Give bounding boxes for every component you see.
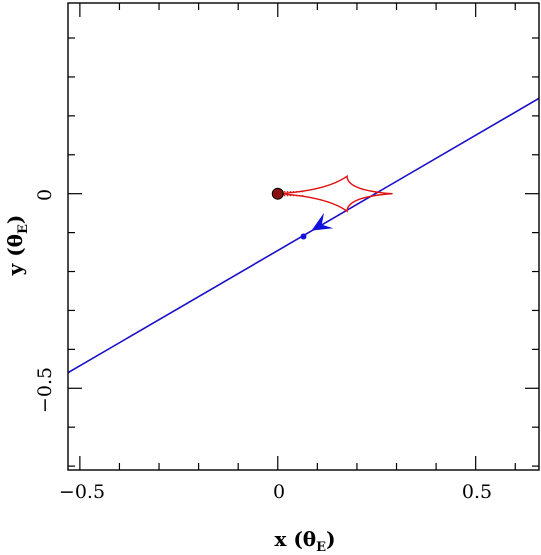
- x-axis-title: x (θE): [274, 527, 335, 555]
- axis-ticks: [68, 3, 539, 470]
- lens-mass-marker: [271, 187, 284, 200]
- y-tick-label-neg0.5: −0.5: [34, 367, 56, 413]
- y-tick-label-0: 0: [34, 189, 56, 201]
- x-tick-label-0: 0: [273, 481, 285, 503]
- x-tick-label-neg0.5: −0.5: [59, 481, 105, 503]
- source-position-marker: [300, 233, 307, 240]
- y-axis-title: y (θE): [3, 215, 31, 277]
- caustic-curve: [277, 174, 393, 213]
- plot-frame: [67, 2, 540, 471]
- trajectory-direction-arrow: [311, 212, 334, 231]
- x-tick-label-0.5: 0.5: [462, 481, 492, 503]
